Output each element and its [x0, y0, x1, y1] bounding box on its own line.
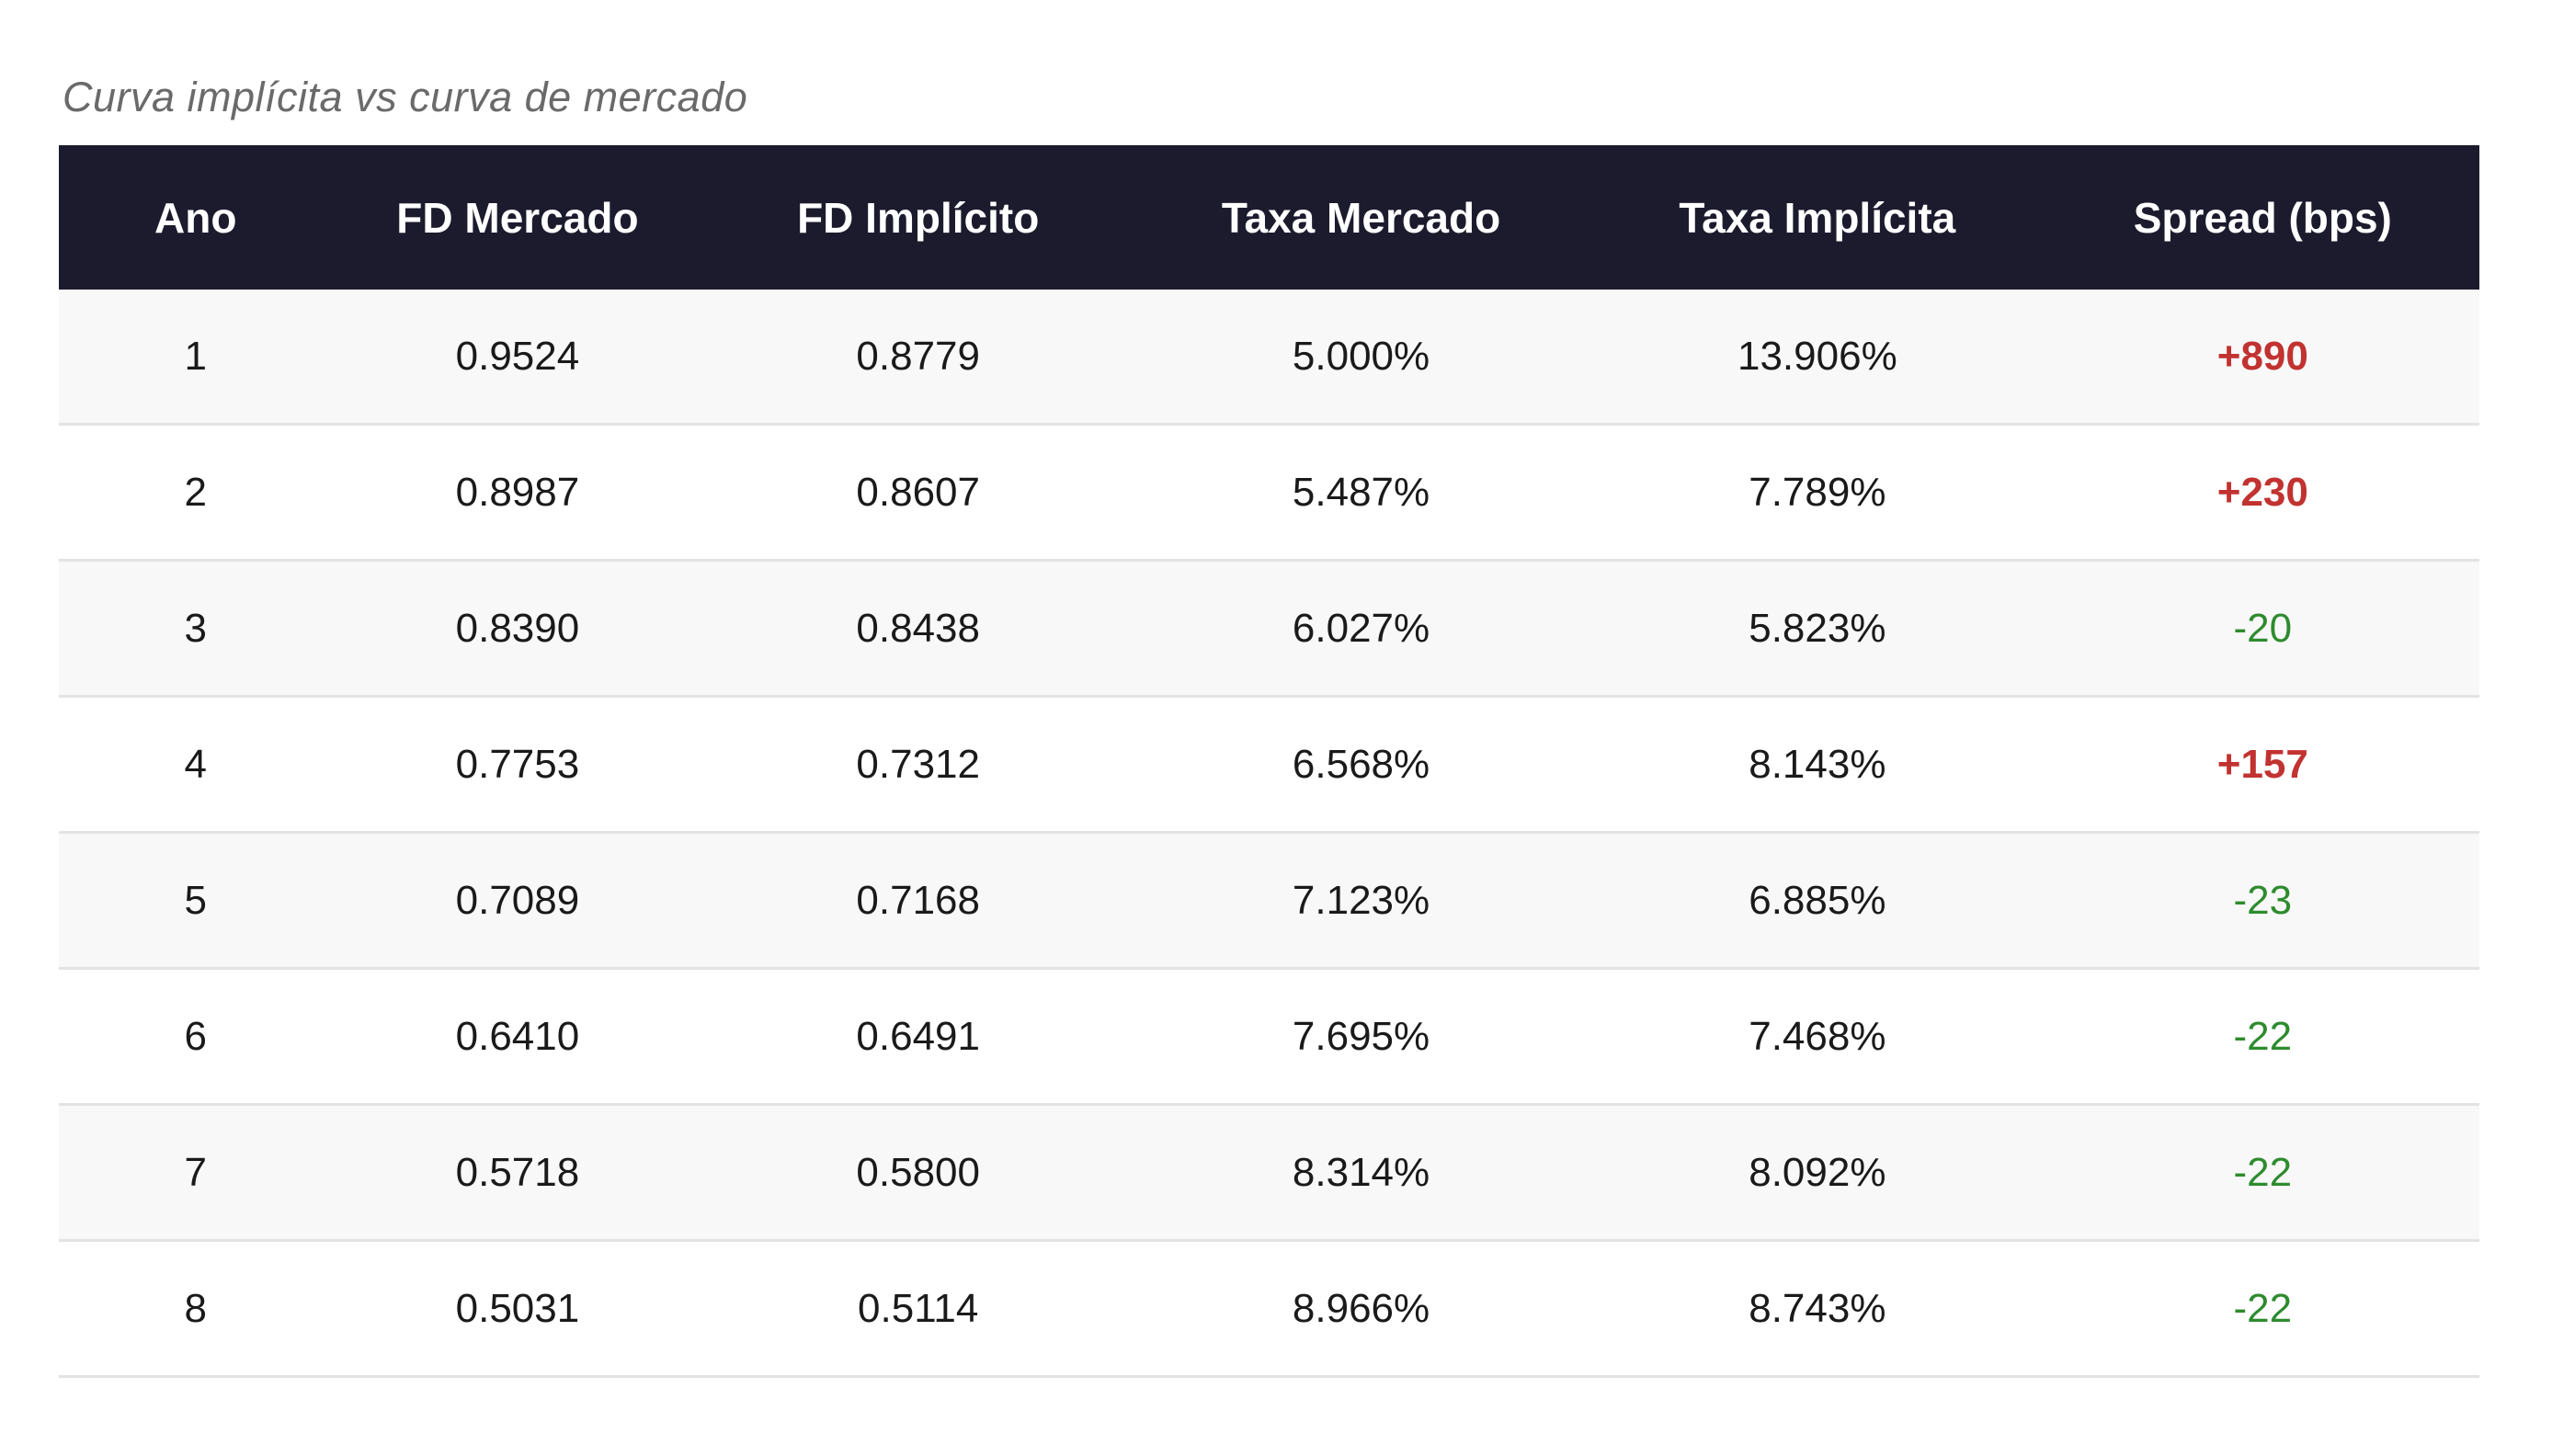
cell-taxa-mercado: 7.123% [1292, 877, 1430, 923]
cell-taxa-mercado: 8.314% [1292, 1149, 1430, 1195]
cell-fd-mercado: 0.8987 [455, 469, 580, 515]
chart-title: Curva implícita vs curva de mercado [63, 74, 748, 120]
cell-fd-implicito: 0.7312 [856, 741, 980, 787]
table-row: 1 0.9524 0.8779 5.000% 13.906% +890 [59, 290, 2479, 426]
cell-ano: 7 [184, 1149, 207, 1195]
cell-fd-mercado: 0.7753 [455, 741, 580, 787]
cell-spread: -20 [2233, 605, 2293, 651]
cell-taxa-mercado: 5.487% [1292, 469, 1430, 515]
cell-taxa-implicita: 6.885% [1749, 877, 1886, 923]
cell-fd-implicito: 0.8607 [856, 469, 980, 515]
cell-fd-mercado: 0.7089 [455, 877, 580, 923]
cell-ano: 1 [184, 333, 207, 379]
column-header-ano: Ano [154, 193, 237, 242]
cell-taxa-implicita: 5.823% [1749, 605, 1886, 651]
cell-ano: 8 [184, 1285, 207, 1331]
table-row: 4 0.7753 0.7312 6.568% 8.143% +157 [59, 698, 2479, 834]
table-row: 2 0.8987 0.8607 5.487% 7.789% +230 [59, 426, 2479, 562]
cell-taxa-implicita: 8.143% [1749, 741, 1886, 787]
cell-taxa-mercado: 5.000% [1292, 333, 1430, 379]
cell-fd-mercado: 0.5031 [455, 1285, 580, 1331]
table-row: 3 0.8390 0.8438 6.027% 5.823% -20 [59, 562, 2479, 698]
table-row: 7 0.5718 0.5800 8.314% 8.092% -22 [59, 1106, 2479, 1242]
cell-fd-mercado: 0.5718 [455, 1149, 580, 1195]
cell-spread: -23 [2233, 877, 2293, 923]
cell-taxa-mercado: 6.027% [1292, 605, 1430, 651]
cell-spread: +230 [2216, 469, 2308, 515]
cell-spread: -22 [2233, 1285, 2293, 1331]
column-header-taxa-mercado: Taxa Mercado [1221, 193, 1501, 242]
cell-taxa-mercado: 7.695% [1292, 1013, 1430, 1059]
cell-spread: +890 [2216, 333, 2308, 379]
table-header-row: Ano FD Mercado FD Implícito Taxa Mercado… [59, 145, 2479, 290]
cell-taxa-implicita: 8.092% [1749, 1149, 1886, 1195]
cell-taxa-mercado: 6.568% [1292, 741, 1430, 787]
column-header-fd-mercado: FD Mercado [396, 193, 639, 242]
column-header-spread-bps: Spread (bps) [2133, 193, 2392, 242]
cell-fd-implicito: 0.6491 [856, 1013, 980, 1059]
discount-curve-table: Ano FD Mercado FD Implícito Taxa Mercado… [59, 145, 2479, 1378]
table-row: 8 0.5031 0.5114 8.966% 8.743% -22 [59, 1242, 2479, 1378]
table-row: 6 0.6410 0.6491 7.695% 7.468% -22 [59, 970, 2479, 1106]
column-header-fd-implicito: FD Implícito [797, 193, 1040, 242]
cell-fd-implicito: 0.7168 [856, 877, 980, 923]
cell-spread: +157 [2216, 741, 2308, 787]
cell-fd-implicito: 0.8438 [856, 605, 980, 651]
cell-fd-implicito: 0.5800 [856, 1149, 980, 1195]
cell-fd-implicito: 0.8779 [856, 333, 980, 379]
cell-taxa-mercado: 8.966% [1292, 1285, 1430, 1331]
cell-ano: 2 [184, 469, 207, 515]
cell-fd-mercado: 0.9524 [455, 333, 580, 379]
cell-fd-implicito: 0.5114 [858, 1285, 979, 1331]
cell-ano: 4 [184, 741, 207, 787]
cell-spread: -22 [2233, 1013, 2293, 1059]
cell-spread: -22 [2233, 1149, 2293, 1195]
cell-taxa-implicita: 7.468% [1749, 1013, 1886, 1059]
column-header-taxa-implicita: Taxa Implícita [1679, 193, 1956, 242]
cell-fd-mercado: 0.6410 [455, 1013, 580, 1059]
cell-taxa-implicita: 8.743% [1749, 1285, 1886, 1331]
cell-ano: 6 [184, 1013, 207, 1059]
cell-fd-mercado: 0.8390 [455, 605, 580, 651]
cell-ano: 3 [184, 605, 207, 651]
cell-taxa-implicita: 13.906% [1737, 333, 1897, 379]
table-row: 5 0.7089 0.7168 7.123% 6.885% -23 [59, 834, 2479, 970]
cell-ano: 5 [184, 877, 207, 923]
cell-taxa-implicita: 7.789% [1749, 469, 1886, 515]
